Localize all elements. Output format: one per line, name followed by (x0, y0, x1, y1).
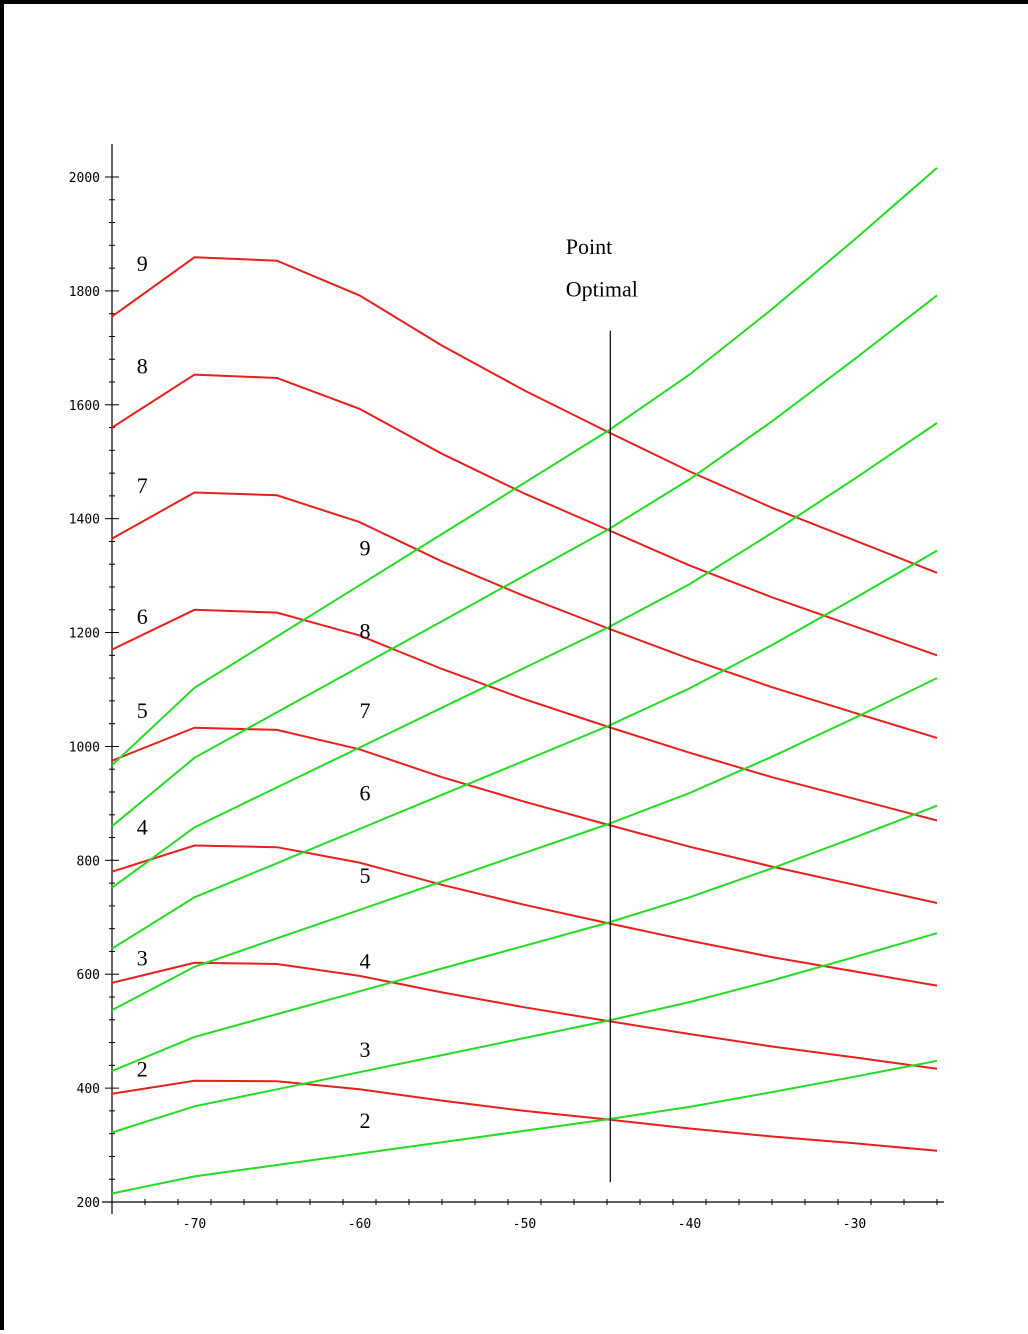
y-tick-label: 600 (77, 968, 100, 983)
red-curve-label: 4 (137, 815, 148, 840)
optimal-marker-group: Point Optimal (566, 234, 638, 1183)
green-series-line-8 (111, 294, 938, 827)
red-series-line-7 (111, 491, 938, 739)
y-tick-label: 1600 (69, 399, 100, 414)
red-curve-label: 8 (137, 353, 148, 378)
green-series-line-6 (111, 549, 938, 950)
y-tick-label: 400 (77, 1082, 100, 1097)
red-curve-label: 5 (137, 698, 148, 723)
y-tick-label: 1000 (69, 740, 100, 755)
green-series-line-4 (111, 804, 938, 1072)
green-curve-label: 4 (360, 949, 371, 974)
green-curve-label: 3 (360, 1037, 371, 1062)
red-series-line-5 (111, 726, 938, 904)
red-series-line-2 (111, 1079, 938, 1152)
x-tick-label: -60 (348, 1217, 371, 1232)
y-tick-label: 1200 (69, 627, 100, 642)
green-series-group (111, 167, 938, 1195)
green-series-line-3 (111, 932, 938, 1134)
red-series-line-9 (111, 256, 938, 574)
x-tick-label: -30 (843, 1217, 866, 1232)
red-curve-label: 3 (137, 946, 148, 971)
red-curve-label: 2 (137, 1057, 148, 1082)
red-series-line-6 (111, 608, 938, 822)
green-curve-label: 8 (360, 618, 371, 643)
green-curve-label: 6 (360, 781, 371, 806)
green-series-line-2 (111, 1059, 938, 1195)
red-series-line-8 (111, 373, 938, 657)
x-tick-label: -40 (678, 1217, 701, 1232)
green-series-line-7 (111, 422, 938, 889)
y-tick-label: 1800 (69, 285, 100, 300)
green-curve-label: 2 (360, 1108, 371, 1133)
y-tick-label: 800 (77, 854, 100, 869)
green-curve-label: 9 (360, 536, 371, 561)
red-series-group (111, 256, 938, 1152)
red-curve-label: 6 (137, 604, 148, 629)
axes-group: -70 -60 -50 -40 -30 200 400 600 800 1000 1200 1400 1… (69, 144, 944, 1232)
red-series-line-4 (111, 844, 938, 987)
y-tick-label: 2000 (69, 171, 100, 186)
optimal-annotation-text: Optimal (566, 277, 638, 302)
red-curve-label: 9 (137, 251, 148, 276)
green-series-line-5 (111, 677, 938, 1011)
red-series-line-3 (111, 961, 938, 1070)
x-tick-label: -70 (183, 1217, 206, 1232)
curve-labels-group: 2 3 4 5 6 7 8 9 2 3 4 5 6 7 8 9 (137, 251, 371, 1133)
x-tick-label: -50 (513, 1217, 536, 1232)
optimal-annotation-text: Point (566, 234, 612, 259)
green-curve-label: 7 (360, 698, 371, 723)
red-curve-label: 7 (137, 473, 148, 498)
green-series-line-9 (111, 167, 938, 766)
chart-svg: -70 -60 -50 -40 -30 200 400 600 800 1000 1200 1400 1… (69, 144, 944, 1232)
green-curve-label: 5 (360, 863, 371, 888)
y-tick-label: 1400 (69, 513, 100, 528)
y-tick-label: 200 (77, 1196, 100, 1211)
